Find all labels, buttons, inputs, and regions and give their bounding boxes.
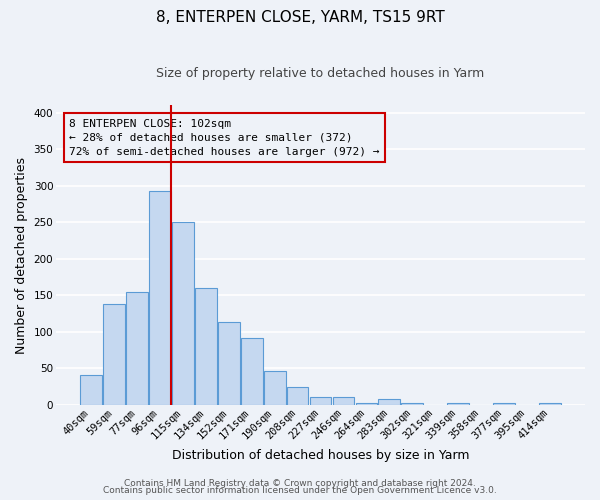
Bar xyxy=(332,398,355,405)
Bar xyxy=(172,222,194,405)
Bar xyxy=(379,399,400,405)
Bar xyxy=(264,371,286,405)
Bar xyxy=(126,292,148,405)
Bar xyxy=(539,402,561,405)
Title: Size of property relative to detached houses in Yarm: Size of property relative to detached ho… xyxy=(157,68,485,80)
Bar xyxy=(149,191,171,405)
Bar xyxy=(218,322,239,405)
Bar xyxy=(310,398,331,405)
Bar xyxy=(103,304,125,405)
Bar xyxy=(287,386,308,405)
Bar xyxy=(80,375,102,405)
X-axis label: Distribution of detached houses by size in Yarm: Distribution of detached houses by size … xyxy=(172,450,469,462)
Bar xyxy=(448,402,469,405)
Text: Contains HM Land Registry data © Crown copyright and database right 2024.: Contains HM Land Registry data © Crown c… xyxy=(124,478,476,488)
Text: 8, ENTERPEN CLOSE, YARM, TS15 9RT: 8, ENTERPEN CLOSE, YARM, TS15 9RT xyxy=(155,10,445,25)
Y-axis label: Number of detached properties: Number of detached properties xyxy=(15,156,28,354)
Bar xyxy=(401,402,423,405)
Bar xyxy=(356,402,377,405)
Bar xyxy=(195,288,217,405)
Text: Contains public sector information licensed under the Open Government Licence v3: Contains public sector information licen… xyxy=(103,486,497,495)
Text: 8 ENTERPEN CLOSE: 102sqm
← 28% of detached houses are smaller (372)
72% of semi-: 8 ENTERPEN CLOSE: 102sqm ← 28% of detach… xyxy=(70,119,380,157)
Bar xyxy=(241,338,263,405)
Bar xyxy=(493,402,515,405)
